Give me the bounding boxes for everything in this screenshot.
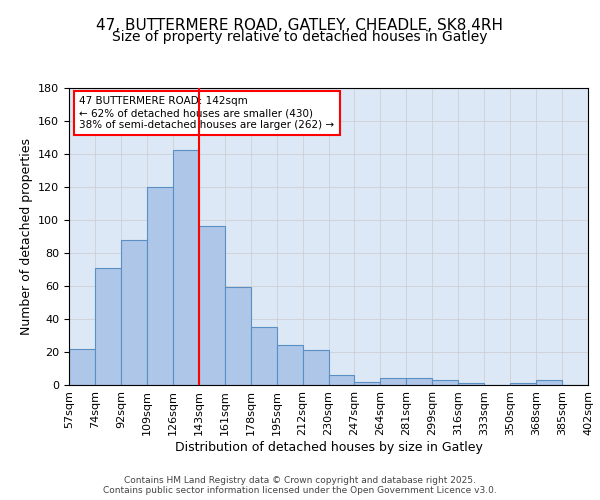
Bar [433, 380, 458, 385]
Text: Size of property relative to detached houses in Gatley: Size of property relative to detached ho… [112, 30, 488, 44]
Bar [536, 380, 562, 385]
Bar [69, 348, 95, 385]
Text: 47, BUTTERMERE ROAD, GATLEY, CHEADLE, SK8 4RH: 47, BUTTERMERE ROAD, GATLEY, CHEADLE, SK… [97, 18, 503, 32]
Text: Contains HM Land Registry data © Crown copyright and database right 2025.
Contai: Contains HM Land Registry data © Crown c… [103, 476, 497, 495]
Bar [510, 384, 536, 385]
X-axis label: Distribution of detached houses by size in Gatley: Distribution of detached houses by size … [175, 440, 482, 454]
Text: 47 BUTTERMERE ROAD: 142sqm
← 62% of detached houses are smaller (430)
38% of sem: 47 BUTTERMERE ROAD: 142sqm ← 62% of deta… [79, 96, 335, 130]
Bar [458, 384, 484, 385]
Bar [251, 327, 277, 385]
Bar [302, 350, 329, 385]
Bar [95, 268, 121, 385]
Bar [121, 240, 147, 385]
Bar [147, 186, 173, 385]
Bar [380, 378, 406, 385]
Bar [173, 150, 199, 385]
Bar [355, 382, 380, 385]
Bar [277, 346, 302, 385]
Bar [199, 226, 224, 385]
Bar [225, 288, 251, 385]
Bar [329, 375, 355, 385]
Bar [406, 378, 432, 385]
Y-axis label: Number of detached properties: Number of detached properties [20, 138, 32, 335]
